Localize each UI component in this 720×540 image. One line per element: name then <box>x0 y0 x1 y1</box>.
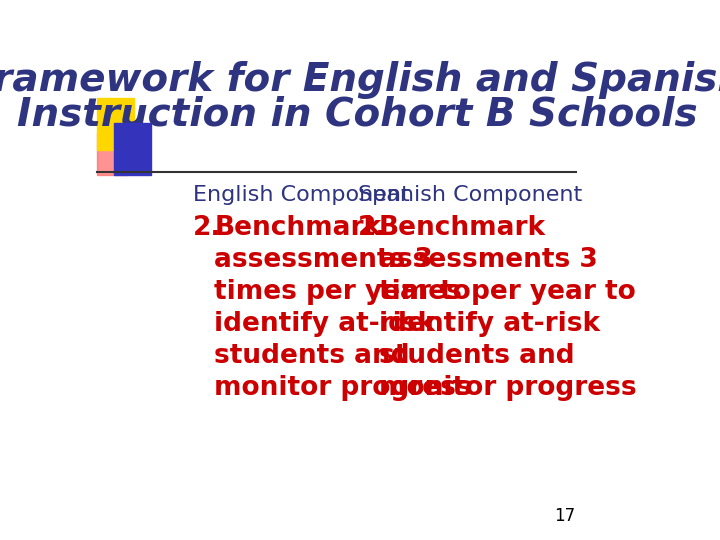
Text: 17: 17 <box>554 507 575 525</box>
Text: Instruction in Cohort B Schools: Instruction in Cohort B Schools <box>17 96 698 134</box>
Text: assessments 3: assessments 3 <box>215 247 433 273</box>
Text: students and: students and <box>379 343 575 369</box>
Text: students and: students and <box>215 343 410 369</box>
Text: Spanish Component: Spanish Component <box>358 185 582 205</box>
Text: 2.: 2. <box>358 215 386 241</box>
Bar <box>114 123 150 175</box>
Text: Benchmark: Benchmark <box>379 215 546 241</box>
Text: Benchmark: Benchmark <box>215 215 382 241</box>
Text: English Component: English Component <box>193 185 410 205</box>
Text: monitor progress: monitor progress <box>215 375 472 401</box>
Text: assessments 3: assessments 3 <box>379 247 598 273</box>
Text: 2.: 2. <box>193 215 222 241</box>
Text: times per year to: times per year to <box>215 279 471 305</box>
Text: identify at-risk: identify at-risk <box>215 311 436 337</box>
Bar <box>97 133 127 175</box>
Text: Framework for English and Spanish: Framework for English and Spanish <box>0 61 720 99</box>
Bar <box>97 98 134 150</box>
Text: monitor progress: monitor progress <box>379 375 636 401</box>
Text: times per year to: times per year to <box>379 279 636 305</box>
Text: identify at-risk: identify at-risk <box>379 311 600 337</box>
